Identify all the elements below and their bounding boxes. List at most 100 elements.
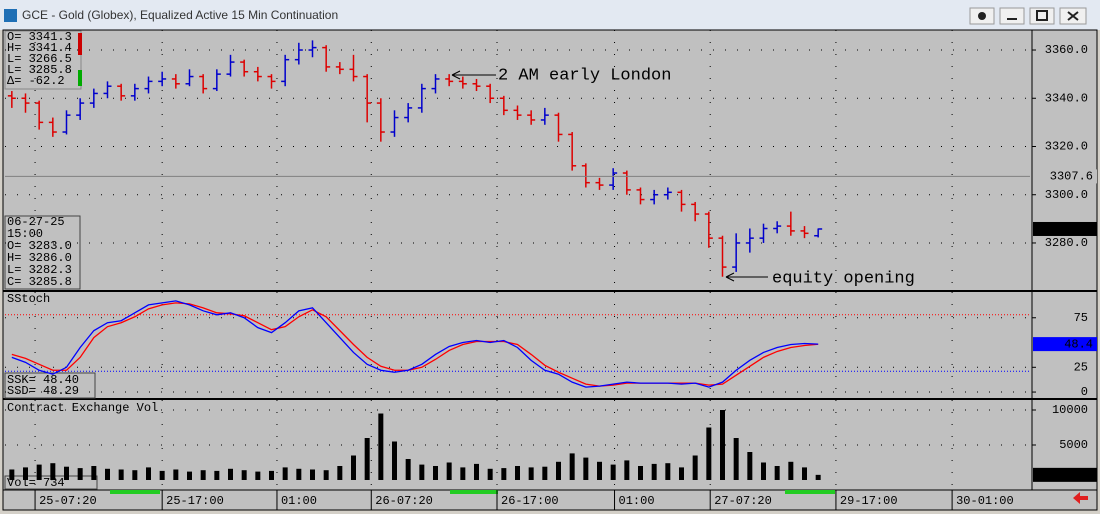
value-box-label: 734: [1071, 468, 1093, 482]
volume-bar: [542, 466, 548, 480]
info-text: Δ= -62.2: [7, 74, 65, 88]
value-box: [1033, 337, 1097, 352]
volume-bar: [638, 465, 643, 480]
window-buttons: [969, 7, 1087, 25]
y-tick-label: 0: [1081, 385, 1088, 399]
volume-bar: [323, 470, 329, 480]
time-label: 30-01:00: [956, 494, 1014, 508]
volume-bar: [269, 470, 274, 480]
y-tick-label: 3360.0: [1045, 43, 1088, 57]
info-text: H= 3341.4: [7, 41, 72, 55]
volume-bar: [50, 463, 56, 480]
bar-readout: 15:00: [7, 227, 43, 241]
volume-bar: [378, 413, 384, 480]
volume-bar: [747, 451, 753, 480]
value-box-label: 48.4: [1064, 337, 1093, 351]
bar-readout: C= 3285.8: [7, 275, 72, 289]
volume-bar: [296, 468, 302, 480]
y-tick-label: 75: [1074, 311, 1088, 325]
volume-bar: [815, 474, 821, 480]
info-text: L= 3266.5: [7, 52, 72, 66]
window-title: GCE - Gold (Globex), Equalized Active 15…: [22, 8, 338, 22]
time-label: 01:00: [619, 494, 655, 508]
volume-bar: [351, 455, 356, 480]
y-tick-label: 5000: [1059, 438, 1088, 452]
volume-bar: [733, 438, 739, 480]
pane-title: SStoch: [7, 292, 50, 306]
volume-bar: [23, 467, 28, 480]
value-box-label: 3307.6: [1050, 170, 1093, 184]
volume-bar: [91, 465, 97, 480]
volume-bar: [515, 465, 520, 480]
annotation: 2 AM early London: [498, 66, 671, 85]
volume-bar: [665, 463, 671, 480]
volume-bar: [337, 465, 343, 480]
volume-bar: [583, 457, 589, 480]
close-icon: [1067, 11, 1079, 21]
volume-bar: [118, 469, 124, 480]
time-label: 25-07:20: [39, 494, 97, 508]
value-box: [1033, 221, 1097, 236]
stoch-line: [11, 300, 819, 388]
y-tick-label: 25: [1074, 360, 1088, 374]
y-tick-label: 3340.0: [1045, 91, 1088, 105]
volume-bar: [64, 466, 69, 480]
pane-title: Contract Exchange Vol: [7, 401, 158, 415]
volume-bar: [569, 453, 575, 480]
volume-bar: [774, 465, 780, 480]
time-label: 26-17:00: [501, 494, 559, 508]
volume-bar: [77, 468, 83, 480]
volume-bar: [802, 467, 807, 480]
stoch-line: [11, 302, 819, 387]
bar-readout-box: [4, 215, 81, 290]
volume-bar: [200, 470, 206, 480]
time-label: 01:00: [281, 494, 317, 508]
stoch-readout: SSD= 48.29: [7, 384, 79, 398]
volume-bar: [173, 469, 179, 480]
gauge: [78, 70, 82, 86]
minimize-button[interactable]: [999, 7, 1025, 25]
pin-icon: [978, 12, 986, 20]
y-tick-label: 3280.0: [1045, 236, 1088, 250]
volume-bar: [419, 464, 425, 480]
volume-bar: [310, 469, 315, 480]
time-label: 27-07:20: [714, 494, 772, 508]
chart-area: [2, 29, 1098, 491]
volume-bar: [405, 458, 411, 480]
volume-bar: [460, 467, 466, 480]
volume-bar: [528, 467, 534, 480]
volume-bar: [474, 463, 479, 480]
volume-bar: [36, 464, 42, 480]
volume-bar: [392, 441, 397, 480]
annotation: equity opening: [772, 269, 915, 288]
bar-readout: O= 3283.0: [7, 239, 72, 253]
value-box-label: 3285.8: [1050, 222, 1093, 236]
time-label: 26-07:20: [375, 494, 433, 508]
volume-bar: [501, 468, 507, 480]
volume-bar: [146, 467, 151, 480]
app-icon[interactable]: [4, 9, 17, 22]
volume-bar: [487, 468, 493, 480]
volume-bar: [433, 465, 438, 480]
volume-bar: [9, 469, 15, 480]
info-text: O= 3341.3: [7, 30, 72, 44]
y-tick-label: 3320.0: [1045, 140, 1088, 154]
bar-readout: L= 3282.3: [7, 263, 72, 277]
volume-bar: [610, 464, 616, 480]
annotation-arrow: [725, 272, 768, 282]
volume-bar: [105, 468, 110, 480]
volume-bar: [282, 467, 288, 480]
time-label: 29-17:00: [840, 494, 898, 508]
volume-bar: [241, 470, 247, 480]
stoch-readout-box: [4, 372, 96, 399]
volume-bar: [679, 467, 684, 480]
vol-readout: Vol= 734: [7, 476, 65, 490]
volume-bar: [788, 461, 794, 480]
info-box: [4, 30, 82, 90]
scroll-arrow[interactable]: [1073, 492, 1088, 504]
volume-bar: [692, 455, 698, 480]
session-marker: [785, 490, 835, 494]
restore-icon: [1036, 10, 1048, 21]
session-marker: [110, 490, 160, 494]
